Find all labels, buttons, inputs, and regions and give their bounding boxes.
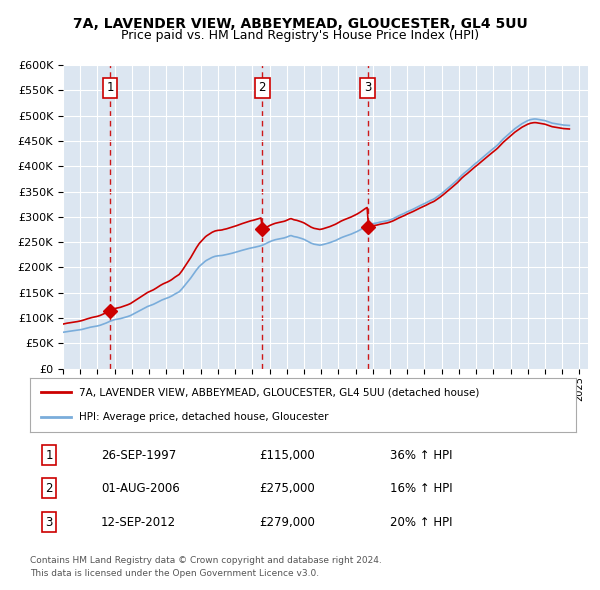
Text: 7A, LAVENDER VIEW, ABBEYMEAD, GLOUCESTER, GL4 5UU: 7A, LAVENDER VIEW, ABBEYMEAD, GLOUCESTER… (73, 17, 527, 31)
Text: 1: 1 (46, 448, 53, 462)
Text: £115,000: £115,000 (259, 448, 315, 462)
Text: Price paid vs. HM Land Registry's House Price Index (HPI): Price paid vs. HM Land Registry's House … (121, 30, 479, 42)
Text: 3: 3 (364, 81, 371, 94)
Text: 20% ↑ HPI: 20% ↑ HPI (391, 516, 453, 529)
Text: £275,000: £275,000 (259, 481, 315, 495)
Text: £279,000: £279,000 (259, 516, 315, 529)
Text: This data is licensed under the Open Government Licence v3.0.: This data is licensed under the Open Gov… (30, 569, 319, 578)
Text: 16% ↑ HPI: 16% ↑ HPI (391, 481, 453, 495)
Text: 3: 3 (46, 516, 53, 529)
Text: 26-SEP-1997: 26-SEP-1997 (101, 448, 176, 462)
Text: 01-AUG-2006: 01-AUG-2006 (101, 481, 180, 495)
Text: HPI: Average price, detached house, Gloucester: HPI: Average price, detached house, Glou… (79, 412, 329, 422)
Text: 7A, LAVENDER VIEW, ABBEYMEAD, GLOUCESTER, GL4 5UU (detached house): 7A, LAVENDER VIEW, ABBEYMEAD, GLOUCESTER… (79, 387, 479, 397)
Text: 2: 2 (46, 481, 53, 495)
Text: 1: 1 (106, 81, 114, 94)
Text: 2: 2 (259, 81, 266, 94)
Text: 36% ↑ HPI: 36% ↑ HPI (391, 448, 453, 462)
Text: 12-SEP-2012: 12-SEP-2012 (101, 516, 176, 529)
Text: Contains HM Land Registry data © Crown copyright and database right 2024.: Contains HM Land Registry data © Crown c… (30, 556, 382, 565)
